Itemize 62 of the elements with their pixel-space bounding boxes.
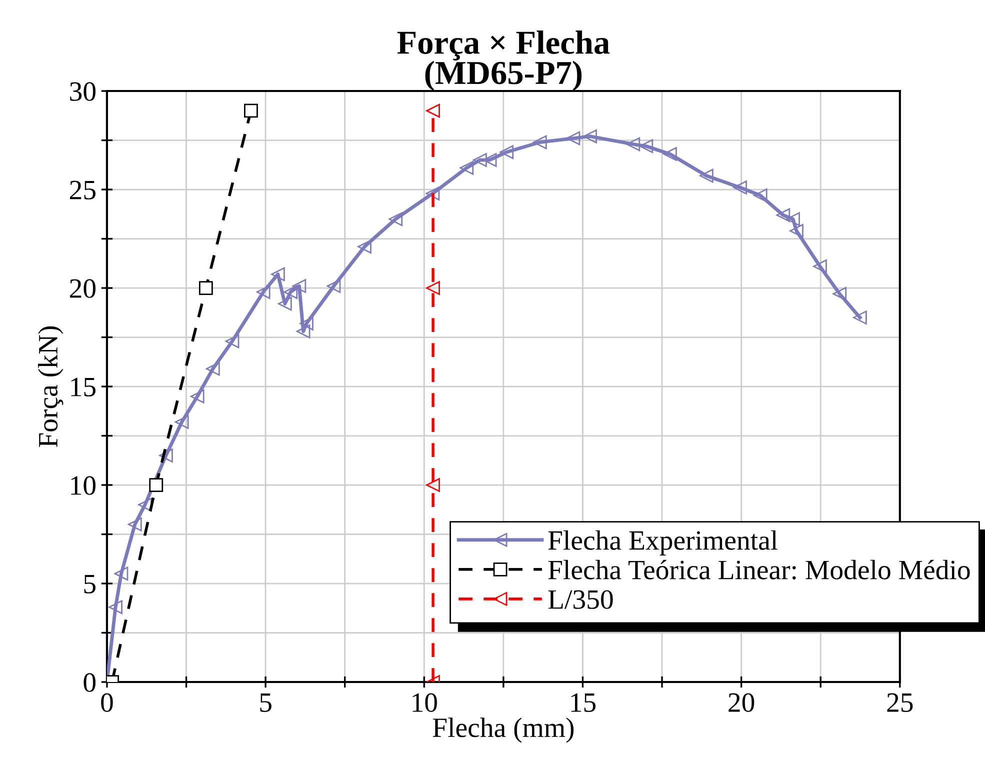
point bbox=[174, 415, 189, 429]
x-axis-title: Flecha (mm) bbox=[432, 718, 574, 743]
point bbox=[426, 281, 440, 295]
point bbox=[292, 279, 306, 293]
x-tick-label: 20 bbox=[728, 693, 754, 712]
point bbox=[149, 478, 164, 492]
point bbox=[832, 286, 847, 301]
y-tick-label: 5 bbox=[84, 574, 96, 594]
point bbox=[190, 389, 204, 404]
chart-title: Força × Flecha (MD65-P7) bbox=[397, 30, 610, 92]
point bbox=[108, 600, 122, 614]
point bbox=[699, 168, 714, 183]
y-tick-label: 10 bbox=[71, 476, 96, 495]
point bbox=[566, 131, 580, 146]
point bbox=[813, 259, 827, 274]
point bbox=[583, 129, 597, 144]
point bbox=[426, 104, 440, 118]
y-tick-label: 25 bbox=[70, 180, 96, 200]
point bbox=[663, 147, 677, 161]
y-axis-title: Força (kN) bbox=[38, 326, 64, 448]
x-tick-label: 25 bbox=[887, 693, 913, 712]
y-tick-label: 30 bbox=[70, 82, 96, 101]
point bbox=[852, 310, 867, 325]
point bbox=[786, 212, 800, 226]
point bbox=[426, 478, 440, 492]
point bbox=[300, 316, 314, 330]
point bbox=[753, 188, 768, 202]
point bbox=[426, 186, 440, 200]
legend-label: Flecha Teórica Linear: Modelo Médio bbox=[548, 560, 970, 580]
point bbox=[278, 296, 292, 311]
y-tick-label: 20 bbox=[70, 279, 96, 298]
point bbox=[776, 208, 790, 222]
point bbox=[639, 139, 654, 154]
legend-label: L/350 bbox=[548, 590, 613, 609]
point bbox=[270, 267, 285, 282]
point bbox=[206, 362, 220, 376]
point bbox=[460, 160, 474, 175]
y-tick-label: 0 bbox=[84, 673, 96, 692]
point bbox=[225, 334, 240, 348]
x-tick-label: 10 bbox=[412, 693, 437, 712]
point bbox=[296, 324, 310, 338]
x-tick-label: 15 bbox=[571, 693, 596, 712]
point bbox=[733, 180, 747, 194]
point bbox=[326, 279, 341, 293]
point bbox=[388, 212, 403, 226]
point bbox=[198, 281, 213, 295]
point bbox=[284, 285, 298, 299]
point bbox=[244, 104, 258, 118]
point bbox=[532, 135, 547, 150]
point bbox=[128, 517, 142, 532]
point bbox=[159, 448, 173, 462]
x-tick-label: 5 bbox=[260, 694, 272, 712]
point bbox=[256, 285, 270, 299]
y-tick-label: 15 bbox=[71, 378, 96, 396]
point bbox=[626, 137, 640, 152]
point bbox=[473, 153, 487, 167]
legend-label: Flecha Experimental bbox=[548, 530, 778, 556]
x-tick-label: 0 bbox=[101, 693, 113, 712]
point bbox=[500, 145, 514, 160]
point bbox=[358, 240, 372, 254]
point bbox=[790, 224, 804, 238]
point bbox=[114, 566, 128, 581]
